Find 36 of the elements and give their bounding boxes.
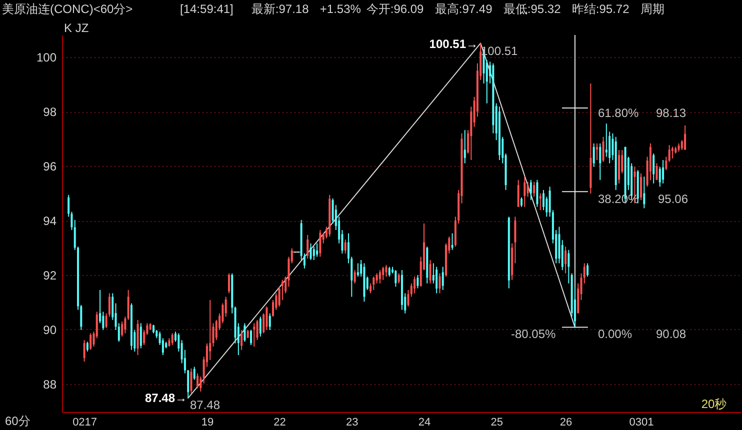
text: 20秒	[701, 397, 727, 411]
x-axis-title: 60分	[5, 414, 30, 428]
x-tick-label: 0301	[629, 416, 654, 428]
x-tick-label: 19	[201, 416, 214, 428]
x-tick-label: 23	[346, 416, 358, 428]
annotation: 87.48→	[144, 391, 187, 405]
annotation: -80.05%	[511, 327, 556, 341]
y-tick-label: 96	[43, 160, 57, 174]
annotation: 100.51→	[429, 37, 478, 51]
x-tick-label: 22	[274, 416, 286, 428]
annotation: 98.13	[656, 106, 686, 120]
annotation: 87.48	[190, 398, 220, 412]
x-tick-label: 26	[560, 416, 572, 428]
chart-title: 美原油连(CONC)<60分>	[2, 2, 133, 16]
y-tick-label: 94	[43, 214, 57, 228]
y-tick-label: 90	[43, 322, 57, 337]
text: 昨结:95.72	[572, 2, 630, 16]
annotation: 61.80%	[598, 106, 640, 120]
y-tick-label: 98	[43, 105, 57, 120]
y-tick-label: 92	[43, 268, 57, 282]
x-tick-label: 25	[490, 416, 503, 428]
text: 今开:96.09	[366, 2, 424, 16]
annotation: 0.00%	[598, 327, 632, 341]
annotation: 95.06	[658, 192, 688, 206]
text: 最新:97.18	[251, 2, 310, 16]
text: 周期	[640, 2, 664, 16]
y-tick-label: 100	[36, 50, 57, 65]
x-tick-label: 0217	[72, 416, 98, 428]
x-tick-label: 24	[418, 416, 431, 428]
text: [14:59:41]	[180, 2, 234, 16]
text: +1.53%	[320, 2, 362, 16]
text: 最低:95.32	[503, 2, 562, 16]
text: 最高:97.49	[434, 2, 493, 16]
annotation: 90.08	[656, 327, 686, 341]
y-tick-label: 88	[43, 377, 57, 392]
chart-subtitle: K JZ	[64, 21, 89, 35]
